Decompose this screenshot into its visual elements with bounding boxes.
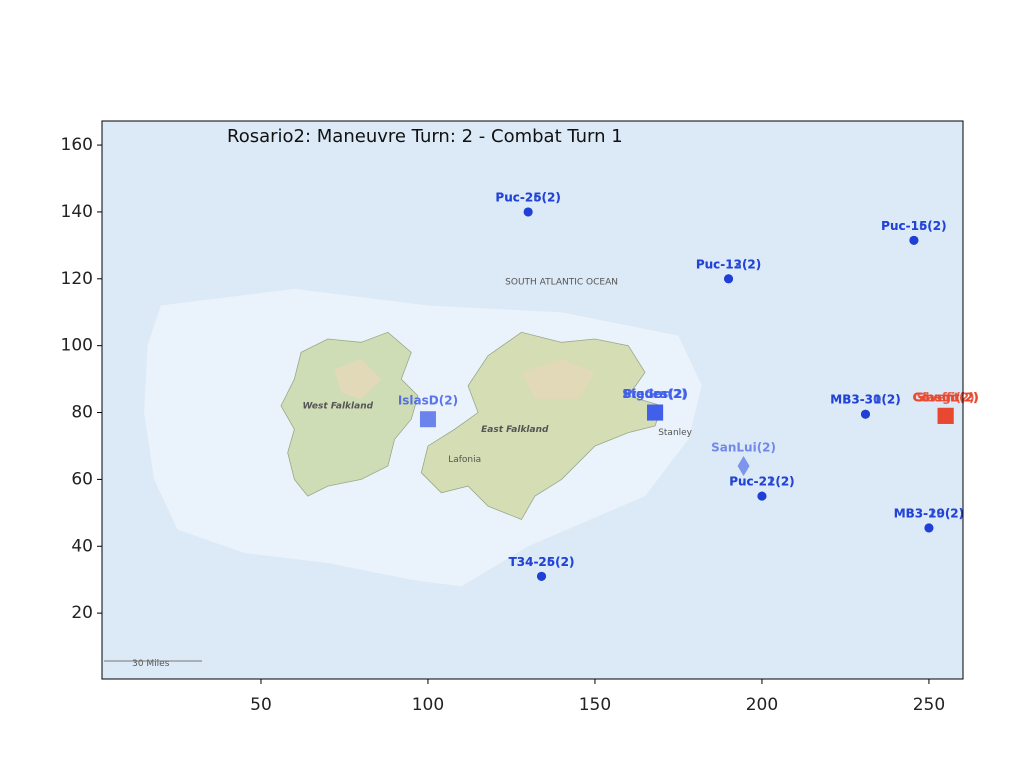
map-label: Stanley <box>658 428 692 438</box>
x-tick-label: 150 <box>579 695 611 715</box>
x-tick-label: 200 <box>746 695 778 715</box>
point-label: T34-25(2) <box>509 555 575 569</box>
highland-east <box>521 359 595 400</box>
plot-area: Puc-25(2)Puc-26(2) Puc-15(2)Puc-16(2) Puc-… <box>398 190 979 581</box>
point <box>860 409 870 419</box>
point-label: Puc-21(2) <box>729 475 794 489</box>
point-label: IslasD(2) <box>398 394 458 408</box>
point-label: Puc-25(2) <box>495 190 560 204</box>
east-falkland <box>420 331 663 521</box>
x-tick-label: 100 <box>412 695 444 715</box>
point-label: Puc-12(2) <box>696 257 761 271</box>
y-tick-label: 120 <box>61 269 93 289</box>
point <box>647 404 664 421</box>
x-tick-label: 250 <box>913 695 945 715</box>
y-tick-label: 40 <box>71 536 93 556</box>
chart-title: Rosario2: Maneuvre Turn: 2 - Combat Turn… <box>227 126 623 147</box>
x-tick-label: 50 <box>250 695 272 715</box>
point-label: Puc-13(2) <box>696 257 761 271</box>
map-label: East Falkland <box>481 425 549 435</box>
point-label: MB3-30(2) <box>830 393 900 407</box>
point-label: Puc-15(2) <box>881 219 946 233</box>
point <box>537 571 547 581</box>
point-label: MB3-19(2) <box>894 506 964 520</box>
y-tick-label: 100 <box>61 336 93 356</box>
point-label: Puc-16(2) <box>881 219 946 233</box>
point <box>937 407 954 424</box>
point <box>523 207 533 217</box>
map-background: SOUTH ATLANTIC OCEAN West Falkland East Fa… <box>102 121 963 679</box>
point-label: Glasgo(2) <box>913 390 978 404</box>
map-label: West Falkland <box>303 401 374 411</box>
y-tick-label: 80 <box>71 403 93 423</box>
point <box>909 235 919 245</box>
axes-frame <box>101 120 964 680</box>
map-label: 30 Miles <box>132 659 170 669</box>
map-label: Lafonia <box>448 455 481 465</box>
point-label: Puc-26(2) <box>495 190 560 204</box>
point-label: SanLui(2) <box>711 441 776 455</box>
point <box>924 523 934 533</box>
point <box>737 456 750 477</box>
point-label: Puc-22(2) <box>729 475 794 489</box>
point-label: MB3-31(2) <box>830 393 900 407</box>
point-label: MB3-20(2) <box>894 506 964 520</box>
point <box>419 411 436 428</box>
point-label: Sheffi(2) <box>917 390 975 404</box>
west-falkland <box>280 331 419 497</box>
point <box>757 491 767 501</box>
y-tick-label: 160 <box>61 135 93 155</box>
y-tick-label: 60 <box>71 469 93 489</box>
point-label: T34-26(2) <box>509 555 575 569</box>
point-label: StaGor(2) <box>622 387 688 401</box>
highland-west <box>334 359 382 400</box>
map-label: SOUTH ATLANTIC OCEAN <box>505 278 618 288</box>
y-tick-label: 20 <box>71 603 93 623</box>
point <box>724 274 734 284</box>
point-label: Covent(2) <box>912 390 979 404</box>
y-tick-label: 140 <box>61 202 93 222</box>
point-label: Piedra(2) <box>624 387 687 401</box>
point-label: Bigues(2) <box>623 387 688 401</box>
